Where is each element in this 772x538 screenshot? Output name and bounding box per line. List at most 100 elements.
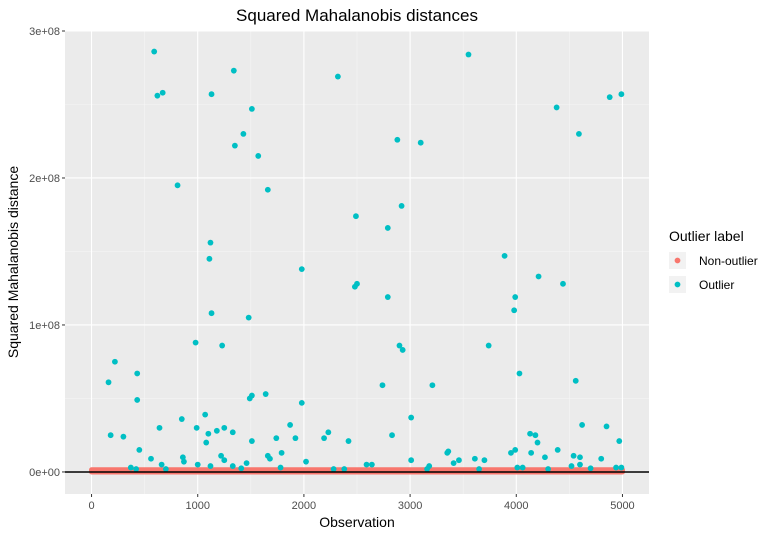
outlier-point	[572, 377, 579, 384]
outlier-point	[273, 435, 280, 442]
outlier-point	[221, 457, 228, 464]
outlier-point	[450, 460, 457, 467]
outlier-point	[245, 314, 252, 321]
outlier-point	[213, 427, 220, 434]
outlier-point	[512, 294, 519, 300]
outlier-point	[248, 106, 255, 112]
y-tick-label: 3e+08	[29, 26, 60, 38]
outlier-point	[471, 455, 478, 462]
outlier-point	[325, 429, 332, 436]
outlier-point	[417, 139, 424, 146]
outlier-point	[476, 466, 483, 472]
outlier-point	[134, 397, 141, 403]
outlier-point	[194, 461, 201, 468]
outlier-point	[218, 452, 224, 459]
legend-entry-label: Non-outlier	[699, 254, 758, 268]
outlier-point	[120, 433, 127, 440]
outlier-point	[105, 379, 112, 386]
outlier-point	[535, 273, 542, 280]
outlier-point	[229, 463, 236, 469]
outlier-point	[267, 455, 273, 462]
outlier-point	[148, 455, 154, 462]
outlier-point	[255, 153, 262, 159]
outlier-point	[230, 67, 237, 74]
outlier-point	[485, 342, 492, 349]
outlier-point	[136, 447, 143, 453]
outlier-point	[243, 460, 250, 467]
non-outlier-points-band	[89, 467, 625, 475]
outlier-point	[553, 104, 560, 111]
outlier-point	[587, 465, 594, 472]
outlier-point	[264, 186, 271, 193]
outlier-point	[133, 466, 140, 472]
outlier-point	[577, 461, 583, 468]
y-tick-label: 1e+08	[29, 320, 60, 332]
outlier-point	[512, 447, 519, 453]
outlier-point	[221, 424, 228, 431]
outlier-point	[298, 266, 305, 273]
outlier-point	[178, 416, 185, 422]
outlier-point	[576, 130, 582, 137]
outlier-point	[542, 454, 548, 461]
outlier-point	[353, 213, 359, 220]
outlier-point	[532, 432, 539, 439]
y-tick-label: 2e+08	[29, 173, 60, 185]
outlier-point	[330, 466, 337, 472]
outlier-point	[598, 455, 605, 462]
outlier-point	[456, 457, 462, 464]
outlier-point	[292, 435, 299, 442]
outlier-point	[345, 438, 352, 444]
outlier-point	[179, 454, 186, 461]
outlier-point	[579, 422, 586, 428]
outlier-point	[262, 391, 269, 397]
outlier-point	[321, 435, 327, 442]
outlier-point	[298, 399, 305, 406]
outlier-point	[429, 382, 436, 389]
outlier-point	[408, 414, 415, 421]
outlier-point	[159, 89, 166, 96]
outlier-point	[205, 430, 212, 437]
outlier-point	[408, 457, 415, 464]
outlier-point	[554, 447, 561, 453]
outlier-point	[618, 464, 625, 471]
outlier-point	[287, 422, 294, 428]
outlier-point	[519, 464, 526, 471]
outlier-point	[278, 449, 285, 456]
outlier-point	[363, 461, 370, 468]
outlier-point	[134, 370, 141, 377]
outlier-point	[560, 280, 566, 287]
outlier-point	[240, 130, 247, 137]
outlier-point	[394, 136, 401, 143]
outlier-point	[545, 466, 552, 472]
outlier-point	[516, 370, 523, 377]
legend-key-swatch	[674, 281, 681, 288]
outlier-point	[399, 347, 406, 353]
outlier-point	[219, 342, 226, 349]
x-tick-label: 5000	[610, 500, 634, 512]
outlier-point	[277, 464, 284, 471]
outlier-point	[238, 465, 245, 472]
outlier-point	[229, 429, 236, 436]
outlier-point	[379, 382, 386, 389]
outlier-point	[341, 466, 348, 472]
outlier-point	[511, 307, 518, 314]
outlier-point	[616, 438, 623, 444]
outlier-point	[603, 423, 610, 430]
chart-title: Squared Mahalanobis distances	[236, 6, 478, 25]
outlier-point	[613, 464, 619, 471]
outlier-point	[208, 91, 215, 98]
outlier-point	[534, 439, 541, 446]
outlier-point	[384, 225, 391, 231]
outlier-point	[389, 432, 395, 439]
outlier-point	[527, 430, 533, 437]
outlier-point	[107, 432, 114, 439]
legend-key-swatch	[674, 257, 681, 264]
outlier-point	[354, 280, 360, 287]
x-axis-title: Observation	[319, 514, 394, 530]
outlier-point	[208, 310, 215, 317]
outlier-point	[193, 424, 200, 431]
x-tick-label: 1000	[185, 500, 209, 512]
x-axis-ticks: 0 1000 2000 3000 4000 5000	[88, 494, 635, 512]
outlier-point	[445, 448, 452, 455]
